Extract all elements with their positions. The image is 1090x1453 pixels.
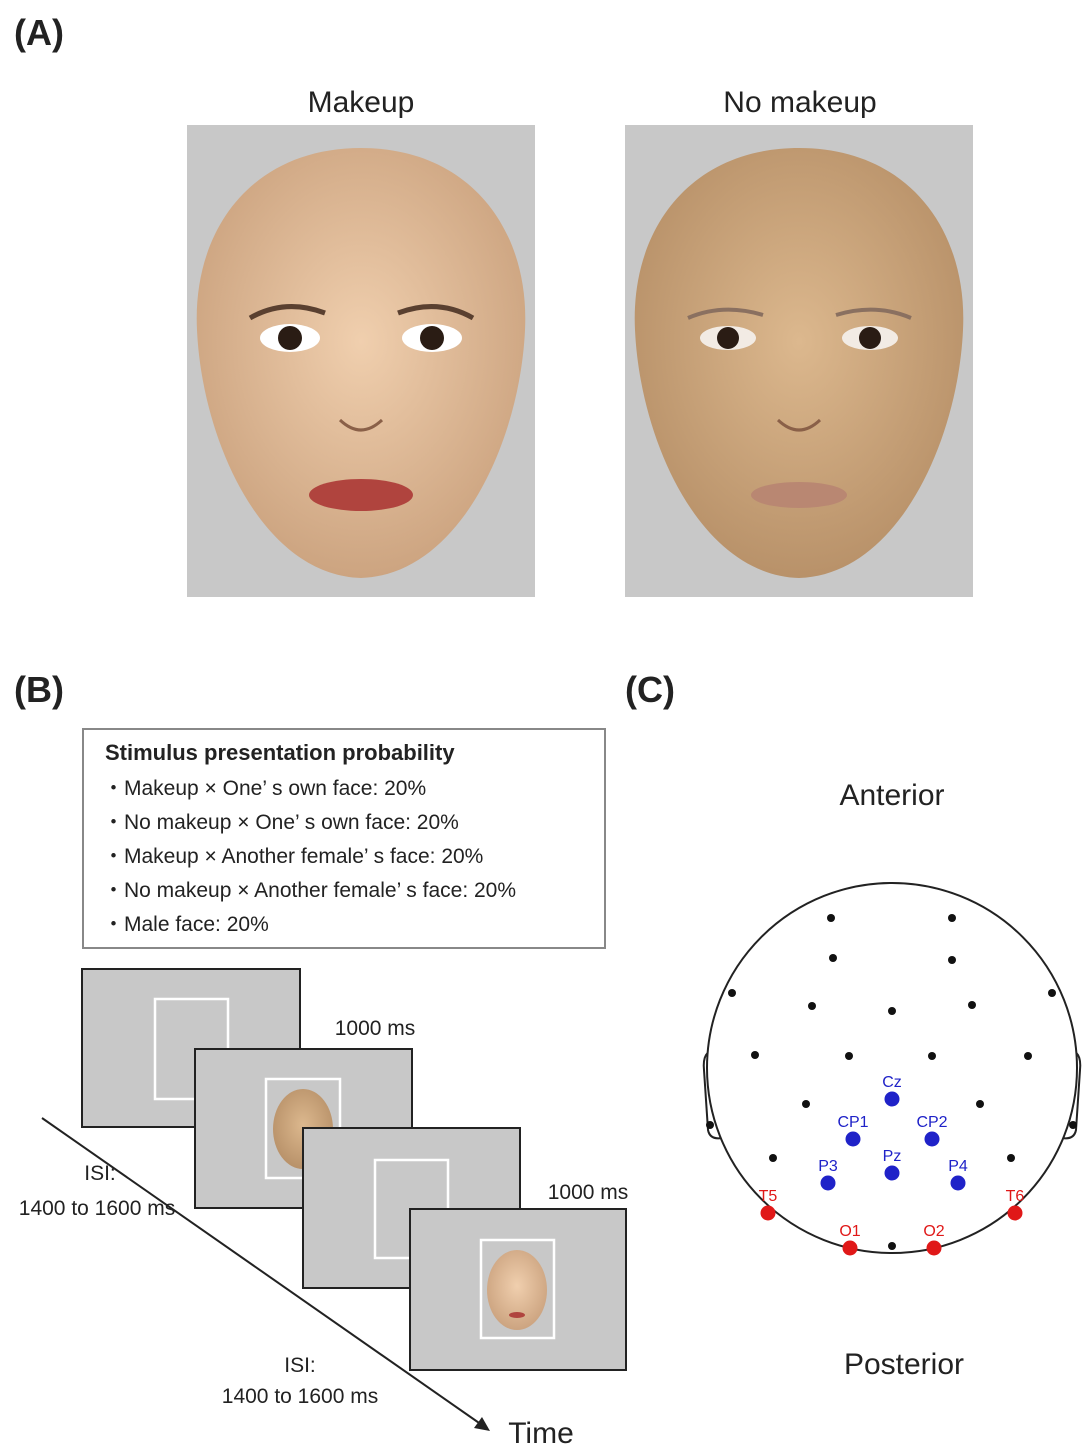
electrode-dot [968,1001,976,1009]
electrode-dot [888,1007,896,1015]
electrode-label: O2 [923,1223,944,1240]
direction-label: Posterior [844,1348,964,1381]
electrode-marker [1007,1205,1023,1221]
isi-label: ISI: [84,1162,116,1185]
panel-label: (A) [14,12,64,53]
electrode-label: P4 [948,1158,968,1175]
electrode-dot [728,989,736,997]
probability-item: ・Male face: 20% [103,913,269,936]
face-label: Makeup [308,86,415,119]
direction-label: Anterior [839,779,944,812]
electrode-dot [802,1100,810,1108]
electrode-dot [829,954,837,962]
axis-label: Time [508,1417,574,1448]
electrode-dot [1069,1121,1077,1129]
electrode-label: O1 [839,1223,860,1240]
electrode-dot [751,1051,759,1059]
electrodes: Cz CP1 CP2 Pz P3 P4 T5 T6 O1 O2 [759,1074,1025,1256]
electrode-dot [827,914,835,922]
electrode-marker [820,1175,836,1191]
electrode-label: Pz [883,1148,902,1165]
electrode-marker [926,1240,942,1256]
electrode-marker [884,1165,900,1181]
electrode-marker [760,1205,776,1221]
probability-item: ・Makeup × One’ s own face: 20% [103,777,426,800]
panel-label: (B) [14,669,64,710]
electrode-dot [706,1121,714,1129]
electrode-label: P3 [818,1158,838,1175]
electrode-dot [1007,1154,1015,1162]
electrode-marker [845,1131,861,1147]
probability-box [82,728,606,949]
screen [409,1208,627,1371]
duration-label: 1000 ms [335,1017,416,1040]
box-title: Stimulus presentation probability [105,740,455,765]
duration-label: 1000 ms [548,1181,629,1204]
electrode-label: CP1 [837,1114,868,1131]
electrode-dot [948,956,956,964]
electrode-dot [948,914,956,922]
electrode-dot [1024,1052,1032,1060]
panel-label: (C) [625,669,675,710]
probability-item: ・No makeup × One’ s own face: 20% [103,811,459,834]
isi-label: ISI: [284,1354,316,1377]
electrode-dot [928,1052,936,1060]
electrode-label: T5 [759,1188,778,1205]
electrode-dot [808,1002,816,1010]
probability-item: ・Makeup × Another female’ s face: 20% [103,845,483,868]
electrode-marker [884,1091,900,1107]
electrode-label: CP2 [916,1114,947,1131]
electrode-dot [976,1100,984,1108]
electrode-dot [769,1154,777,1162]
electrode-label: Cz [882,1074,902,1091]
face-image [187,125,535,597]
probability-item: ・No makeup × Another female’ s face: 20% [103,879,516,902]
head-outline [702,882,1082,1254]
electrode-label: T6 [1006,1188,1025,1205]
electrode [706,914,1077,1250]
time-axis [41,1117,483,1426]
electrode-marker [924,1131,940,1147]
electrode-dot [1048,989,1056,997]
electrode-dot [845,1052,853,1060]
isi-label: 1400 to 1600 ms [19,1197,175,1220]
electrode-dot [888,1242,896,1250]
electrode-marker [950,1175,966,1191]
isi-label: 1400 to 1600 ms [222,1385,378,1408]
face-label: No makeup [723,86,876,119]
arrow-head [474,1417,490,1431]
face-image [625,125,973,597]
electrode-marker [842,1240,858,1256]
